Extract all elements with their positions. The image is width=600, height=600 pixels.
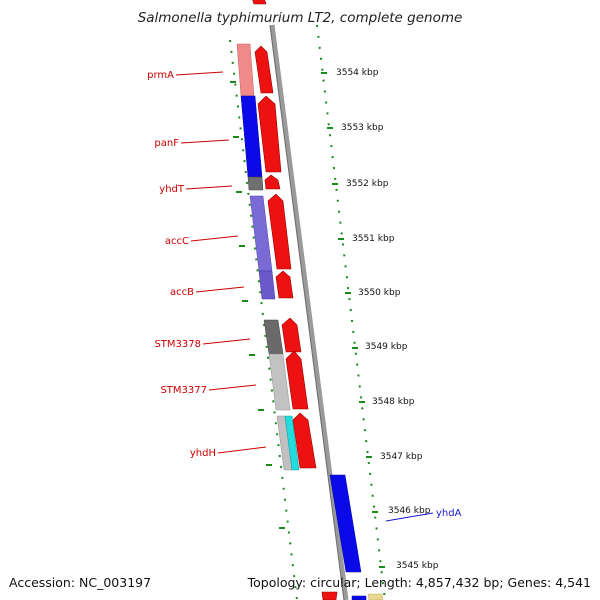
gene-box-bottom-yellow bbox=[367, 593, 384, 600]
scale-label: 3546 kbp bbox=[388, 506, 431, 516]
gene-label[interactable]: prmA bbox=[147, 70, 174, 81]
gene-box-STM3377 bbox=[268, 353, 291, 411]
label-leaders bbox=[175, 71, 267, 454]
gene-box-prmA bbox=[236, 43, 255, 97]
gene-label[interactable]: STM3377 bbox=[160, 385, 207, 396]
cds-arrow bbox=[281, 317, 302, 353]
gene-label[interactable]: yhdA bbox=[436, 508, 462, 519]
scale-label: 3548 kbp bbox=[372, 397, 415, 407]
scale-label: 3554 kbp bbox=[336, 68, 379, 78]
label-leader-blue bbox=[385, 512, 434, 522]
gene-box-STM3378 bbox=[263, 319, 284, 355]
gene-label[interactable]: accC bbox=[165, 236, 189, 247]
cds-arrow bbox=[275, 270, 294, 299]
cds-arrow bbox=[252, 0, 267, 5]
gene-labels: prmA panF yhdT accC accB STM3378 STM3377… bbox=[147, 70, 461, 519]
gene-box-yhdA bbox=[329, 474, 362, 573]
gene-label[interactable]: yhdH bbox=[190, 448, 216, 459]
map-title: Salmonella typhimurium LT2, complete gen… bbox=[137, 10, 463, 26]
cds-arrow bbox=[267, 193, 292, 270]
gene-boxes bbox=[236, 43, 384, 600]
cds-arrow bbox=[292, 412, 317, 469]
scale-labels: 3554 kbp 3553 kbp 3552 kbp 3551 kbp 3550… bbox=[336, 68, 439, 571]
cds-arrow bbox=[321, 591, 338, 600]
left-ruler-ticks bbox=[230, 81, 285, 529]
cds-arrow bbox=[285, 350, 309, 410]
gene-label[interactable]: yhdT bbox=[159, 184, 185, 195]
scale-label: 3552 kbp bbox=[346, 179, 389, 189]
accession-text: Accession: NC_003197 bbox=[9, 575, 152, 590]
genome-summary-text: Topology: circular; Length: 4,857,432 bp… bbox=[247, 575, 591, 590]
gene-label[interactable]: STM3378 bbox=[154, 339, 201, 350]
cds-arrow bbox=[264, 174, 281, 190]
scale-label: 3551 kbp bbox=[352, 234, 395, 244]
gene-box-yhdT bbox=[247, 176, 264, 191]
gene-box-bottom-blue bbox=[351, 595, 367, 600]
scale-label: 3553 kbp bbox=[341, 123, 384, 133]
backbone bbox=[269, 24, 349, 600]
cds-arrow bbox=[257, 95, 282, 173]
right-ruler-ticks bbox=[321, 72, 385, 568]
gene-label[interactable]: panF bbox=[154, 138, 179, 149]
scale-label: 3545 kbp bbox=[396, 561, 439, 571]
gene-box-yhdH-b bbox=[284, 415, 300, 471]
cds-arrow bbox=[254, 45, 274, 94]
scale-label: 3547 kbp bbox=[380, 452, 423, 462]
cds-arrows bbox=[252, 0, 338, 600]
gene-label[interactable]: accB bbox=[170, 287, 194, 298]
gene-box-accB bbox=[258, 270, 276, 300]
scale-label: 3550 kbp bbox=[358, 288, 401, 298]
scale-label: 3549 kbp bbox=[365, 342, 408, 352]
